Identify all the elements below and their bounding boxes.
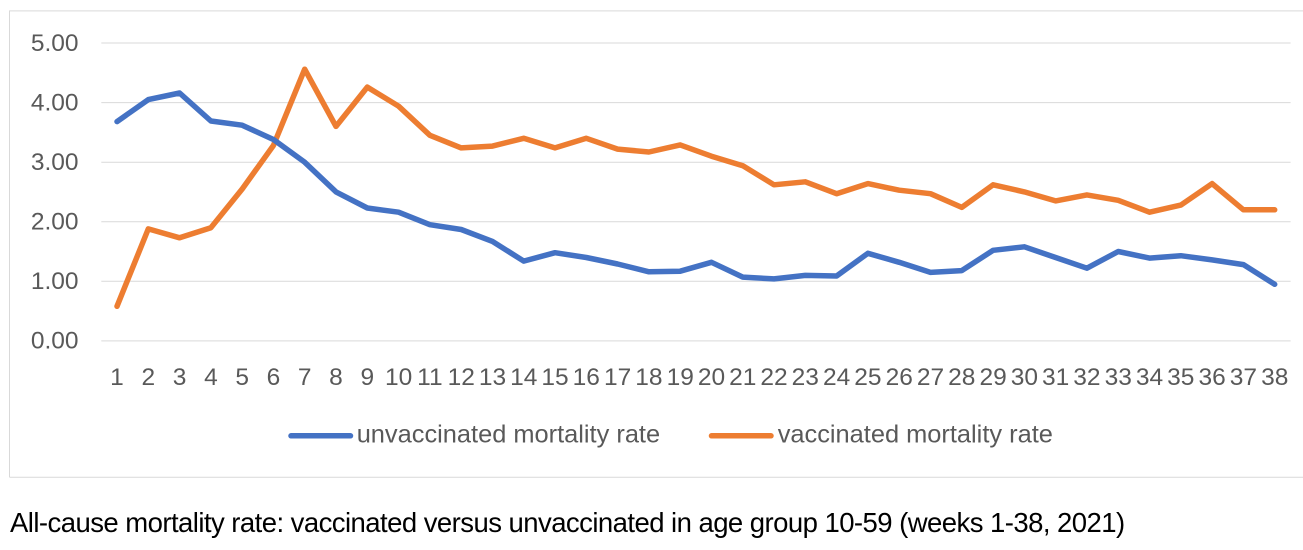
svg-text:21: 21 (729, 364, 756, 391)
svg-text:34: 34 (1136, 364, 1163, 391)
svg-text:29: 29 (979, 364, 1006, 391)
svg-text:1.00: 1.00 (31, 268, 79, 295)
svg-text:12: 12 (448, 364, 475, 391)
svg-text:5.00: 5.00 (31, 30, 79, 57)
svg-text:8: 8 (329, 364, 343, 391)
svg-text:19: 19 (667, 364, 694, 391)
svg-text:14: 14 (510, 364, 537, 391)
svg-text:26: 26 (886, 364, 913, 391)
svg-text:32: 32 (1073, 364, 1100, 391)
svg-text:31: 31 (1042, 364, 1069, 391)
svg-text:17: 17 (604, 364, 631, 391)
svg-text:20: 20 (698, 364, 725, 391)
svg-text:1: 1 (110, 364, 124, 391)
svg-text:3: 3 (173, 364, 187, 391)
svg-text:2.00: 2.00 (31, 209, 79, 236)
svg-text:9: 9 (360, 364, 374, 391)
svg-text:15: 15 (541, 364, 568, 391)
svg-text:36: 36 (1198, 364, 1225, 391)
svg-text:35: 35 (1167, 364, 1194, 391)
svg-text:16: 16 (573, 364, 600, 391)
svg-text:30: 30 (1011, 364, 1038, 391)
svg-text:38: 38 (1261, 364, 1288, 391)
svg-text:23: 23 (792, 364, 819, 391)
svg-text:2: 2 (141, 364, 155, 391)
svg-text:All-cause mortality rate: vacc: All-cause mortality rate: vaccinated ver… (10, 507, 1125, 538)
svg-text:37: 37 (1230, 364, 1257, 391)
svg-text:6: 6 (267, 364, 281, 391)
svg-text:25: 25 (854, 364, 881, 391)
svg-text:unvaccinated mortality rate: unvaccinated mortality rate (357, 421, 660, 449)
svg-text:18: 18 (635, 364, 662, 391)
svg-text:4: 4 (204, 364, 218, 391)
svg-text:28: 28 (948, 364, 975, 391)
svg-text:0.00: 0.00 (31, 328, 79, 355)
svg-text:vaccinated mortality rate: vaccinated mortality rate (778, 421, 1053, 449)
svg-text:7: 7 (298, 364, 312, 391)
svg-text:13: 13 (479, 364, 506, 391)
svg-text:27: 27 (917, 364, 944, 391)
svg-text:3.00: 3.00 (31, 149, 79, 176)
svg-text:33: 33 (1105, 364, 1132, 391)
svg-text:10: 10 (385, 364, 412, 391)
svg-text:11: 11 (417, 364, 442, 391)
svg-text:5: 5 (235, 364, 249, 391)
svg-text:24: 24 (823, 364, 850, 391)
svg-text:22: 22 (760, 364, 787, 391)
svg-text:4.00: 4.00 (31, 89, 79, 116)
